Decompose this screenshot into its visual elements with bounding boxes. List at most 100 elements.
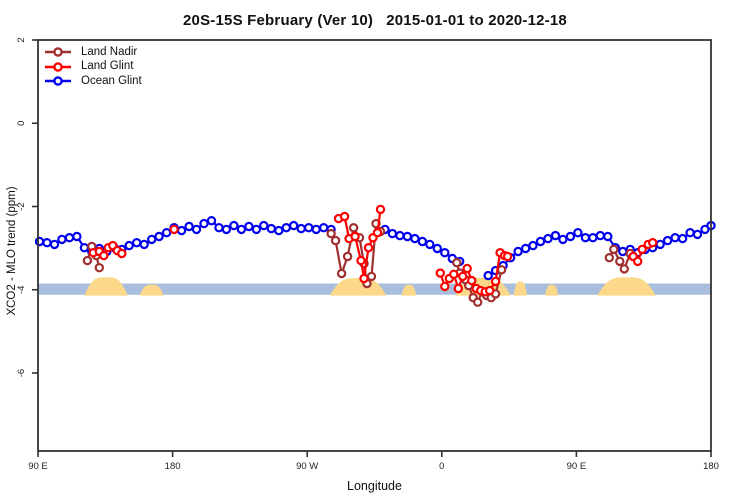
legend-marker-icon: [45, 76, 71, 87]
series-ocean-glint-point: [565, 231, 576, 242]
x-tick-label: 180: [703, 461, 719, 472]
series-ocean-glint-point: [670, 232, 680, 243]
legend: Land Nadir Land Glint Ocean Glint: [44, 45, 142, 89]
series-ocean-glint-point: [440, 247, 450, 258]
series-ocean-glint-point: [57, 234, 67, 245]
series-ocean-glint-point: [387, 228, 398, 239]
series-ocean-glint-point: [655, 239, 665, 250]
series-land-glint-point: [169, 224, 179, 235]
series-ocean-glint-point: [483, 270, 493, 281]
series-ocean-glint-point: [79, 242, 90, 253]
series-ocean-glint-point: [266, 223, 276, 234]
series-land-glint-point: [356, 255, 366, 266]
series-land-glint-point: [458, 271, 468, 282]
series-ocean-glint-point: [161, 227, 172, 238]
series-land-glint-point: [467, 275, 477, 286]
legend-item-land-nadir: Land Nadir: [44, 45, 142, 60]
x-axis-label: Longitude: [347, 479, 402, 493]
series-ocean-glint-point: [520, 243, 531, 254]
series-land-glint-point: [363, 242, 374, 253]
series-ocean-glint-point: [236, 224, 247, 235]
series-ocean-glint-point: [34, 236, 45, 247]
series-land-glint-point: [462, 263, 472, 274]
series-land-glint-point: [637, 244, 647, 255]
series-ocean-glint-point: [281, 222, 291, 233]
series-ocean-glint-point: [513, 246, 523, 257]
series-land-nadir-point: [604, 253, 615, 263]
series-ocean-glint-point: [425, 239, 435, 250]
series-ocean-glint-point: [595, 230, 606, 241]
x-tick-label: 0: [439, 461, 444, 472]
series-land-glint-point: [375, 204, 386, 215]
series-ocean-glint-point: [410, 233, 420, 244]
series-land-glint-point: [435, 268, 445, 278]
series-land-nadir-point: [615, 256, 625, 267]
legend-label: Ocean Glint: [81, 74, 142, 87]
series-ocean-glint-point: [558, 234, 568, 245]
series-ocean-glint-point: [311, 224, 321, 235]
series-ocean-glint-point: [319, 222, 329, 233]
series-ocean-glint-point: [274, 225, 284, 236]
series-ocean-glint-point: [154, 231, 164, 242]
series-land-glint-point: [490, 276, 501, 287]
series-ocean-glint-point: [395, 230, 405, 241]
series-land-nadir-point: [326, 228, 336, 239]
series-land-nadir-point: [496, 265, 507, 275]
series-ocean-glint-point: [543, 233, 553, 244]
series-ocean-glint-point: [304, 222, 314, 233]
x-tick-label: 90 E: [567, 461, 587, 472]
land-shading: [329, 278, 387, 296]
series-ocean-glint-point: [139, 239, 149, 250]
series-land-glint-point: [372, 227, 383, 238]
series-ocean-glint-point: [588, 232, 598, 243]
series-ocean-glint-point: [662, 235, 673, 246]
series-ocean-glint-point: [573, 227, 583, 238]
series-ocean-glint-point: [603, 231, 613, 242]
series-ocean-glint-point: [184, 221, 194, 232]
series-ocean-glint-point: [259, 220, 269, 231]
legend-item-land-glint: Land Glint: [44, 60, 142, 75]
series-land-glint-point: [359, 273, 369, 284]
legend-marker-icon: [45, 47, 71, 58]
series-ocean-glint-point: [131, 237, 142, 248]
y-tick-label: -2: [16, 202, 27, 210]
legend-label: Land Nadir: [81, 45, 138, 58]
x-tick-label: 90 W: [296, 461, 318, 472]
series-land-nadir-point: [342, 251, 353, 262]
series-ocean-glint-point: [550, 230, 561, 241]
series-land-glint-point: [485, 285, 495, 296]
series-land-glint-point: [449, 269, 459, 279]
series-ocean-glint-point: [296, 223, 306, 234]
series-ocean-glint-point: [289, 220, 299, 231]
land-shading: [597, 277, 656, 296]
series-ocean-glint-point: [251, 224, 262, 235]
series-land-nadir-point: [366, 271, 377, 282]
legend-item-ocean-glint: Ocean Glint: [44, 74, 142, 89]
series-ocean-glint-point: [528, 240, 538, 251]
land-shading: [513, 281, 528, 296]
series-ocean-glint-point: [64, 232, 75, 243]
series-ocean-glint-point: [176, 225, 187, 236]
x-tick-label: 90 E: [28, 461, 48, 472]
series-land-nadir-point: [619, 264, 630, 274]
land-shading: [544, 284, 559, 296]
y-tick-label: 0: [16, 121, 27, 126]
y-tick-label: 2: [16, 37, 27, 42]
series-ocean-glint-point: [535, 236, 546, 247]
legend-label: Land Glint: [81, 60, 134, 73]
land-shading: [84, 277, 128, 296]
series-ocean-glint-point: [206, 215, 217, 226]
series-land-nadir-point: [330, 235, 341, 246]
series-land-glint-point: [502, 251, 513, 262]
chart-title: 20S-15S February (Ver 10) 2015-01-01 to …: [183, 12, 567, 29]
series-land-glint-point: [648, 237, 658, 248]
series-ocean-glint-point: [191, 224, 202, 235]
series-land-glint-point: [117, 248, 127, 259]
series-ocean-glint-point: [685, 227, 695, 238]
series-land-nadir-point: [473, 297, 483, 307]
series-ocean-glint-point: [417, 236, 428, 247]
series-ocean-glint-point: [42, 237, 52, 248]
series-land-nadir-point: [452, 258, 462, 268]
